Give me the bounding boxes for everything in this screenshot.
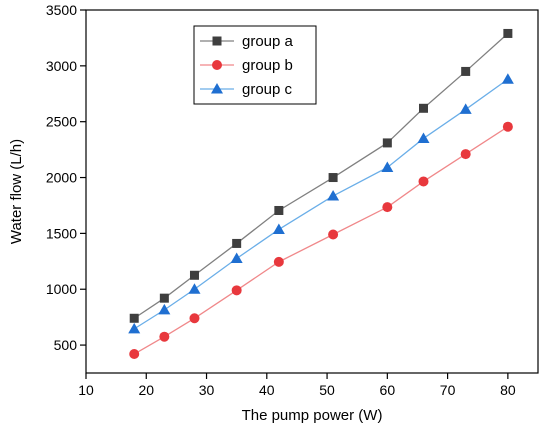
x-tick-label: 70: [440, 382, 456, 398]
data-point: [503, 28, 513, 38]
data-point: [418, 176, 429, 187]
legend-item: group c: [200, 81, 293, 98]
data-point: [273, 256, 284, 267]
data-point: [382, 202, 393, 213]
y-tick-label: 500: [54, 337, 78, 353]
data-point: [418, 103, 428, 113]
y-tick-label: 3500: [46, 2, 77, 18]
y-tick-label: 3000: [46, 58, 77, 74]
y-axis-title: Water flow (L/h): [8, 139, 25, 244]
legend-item: group b: [200, 57, 293, 74]
x-tick-label: 20: [138, 382, 154, 398]
data-point: [159, 331, 170, 342]
legend-label: group b: [242, 57, 293, 74]
data-point: [459, 103, 472, 114]
data-point: [501, 73, 514, 84]
data-point: [460, 149, 471, 160]
y-axis: 500 1000 1500 2000 2500 3000 3500: [46, 2, 86, 353]
data-point: [188, 283, 201, 294]
data-point: [232, 238, 242, 248]
plot-border: [85, 9, 539, 374]
data-point: [230, 252, 243, 264]
data-point: [129, 313, 139, 323]
y-tick-label: 1500: [46, 225, 77, 241]
data-point: [328, 173, 338, 183]
legend-item: group a: [200, 33, 294, 50]
series-layer: [128, 28, 514, 360]
data-point: [381, 161, 394, 172]
y-tick-label: 2000: [46, 170, 77, 186]
series-group-b: [129, 121, 513, 360]
data-point: [502, 121, 513, 132]
data-point: [328, 229, 339, 240]
data-point: [159, 293, 169, 303]
plot-frame: [85, 9, 539, 374]
x-tick-label: 50: [319, 382, 335, 398]
legend: group a group b group c: [193, 25, 317, 105]
x-tick-label: 10: [78, 382, 94, 398]
x-tick-label: 80: [500, 382, 516, 398]
series-line: [133, 126, 509, 355]
legend-label: group a: [242, 33, 294, 50]
data-point: [382, 138, 392, 148]
x-tick-label: 30: [199, 382, 215, 398]
series-line: [133, 78, 509, 330]
data-point: [272, 223, 285, 234]
y-tick-label: 2500: [46, 114, 77, 130]
data-point: [231, 285, 242, 296]
data-point: [189, 313, 200, 324]
series-group-c: [128, 73, 514, 334]
series-line: [133, 32, 509, 319]
data-point: [274, 205, 284, 215]
legend-marker: [212, 36, 222, 46]
x-axis-title: The pump power (W): [242, 407, 383, 424]
legend-marker: [212, 60, 222, 70]
x-tick-label: 60: [380, 382, 396, 398]
data-point: [417, 132, 430, 143]
data-point: [129, 349, 140, 360]
x-axis: 10 20 30 40 50 60 70 80: [78, 373, 516, 398]
data-point: [189, 270, 199, 280]
data-point: [158, 303, 171, 315]
x-tick-label: 40: [259, 382, 275, 398]
series-group-a: [129, 28, 513, 323]
data-point: [128, 322, 141, 334]
legend-marker: [211, 83, 223, 94]
data-point: [327, 189, 340, 201]
data-point: [461, 66, 471, 76]
legend-label: group c: [242, 81, 293, 98]
y-tick-label: 1000: [46, 281, 77, 297]
